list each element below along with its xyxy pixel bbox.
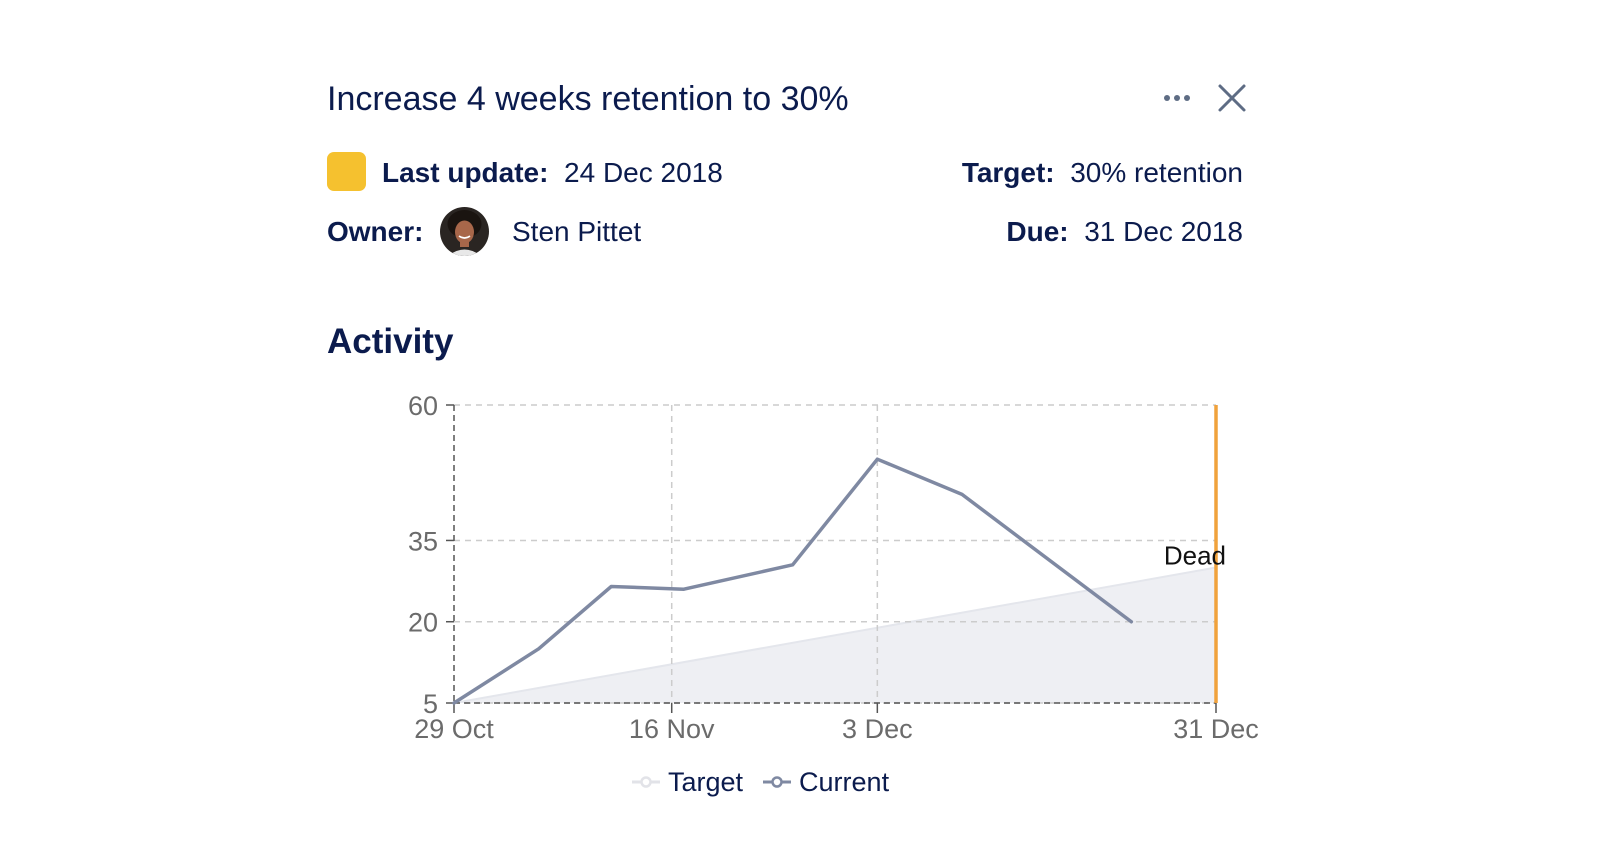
y-tick-label-5: 5 (423, 689, 438, 719)
current-point-1 (537, 647, 541, 651)
activity-title: Activity (327, 322, 454, 361)
page-title: Increase 4 weeks retention to 30% (327, 80, 849, 118)
owner-avatar-icon (440, 207, 489, 256)
avatar[interactable] (440, 207, 489, 256)
legend-target-label: Target (668, 767, 744, 797)
y-tick-label-20: 20 (408, 608, 438, 638)
due: Due: 31 Dec 2018 (1006, 214, 1243, 250)
x-tick-label-0: 29 Oct (414, 714, 494, 744)
last-update-label: Last update: (382, 157, 549, 188)
current-point-5 (875, 457, 879, 461)
current-point-6 (960, 492, 964, 496)
deadline-label: Dead (1164, 540, 1226, 570)
x-tick-label-2: 3 Dec (842, 714, 913, 744)
last-update: Last update: 24 Dec 2018 (382, 155, 723, 191)
x-tick-label-3: 31 Dec (1173, 714, 1259, 744)
current-point-7 (1129, 620, 1133, 624)
current-point-4 (791, 563, 795, 567)
owner-label-wrap: Owner: (327, 214, 423, 250)
owner-label: Owner: (327, 216, 424, 247)
close-button[interactable] (1214, 80, 1250, 116)
target-label: Target: (961, 157, 1055, 188)
due-label: Due: (1006, 216, 1069, 247)
close-icon (1218, 84, 1246, 112)
status-indicator (327, 152, 366, 191)
x-tick-label-1: 16 Nov (629, 714, 715, 744)
owner-name-wrap: Sten Pittet (512, 214, 641, 250)
ellipsis-icon (1164, 95, 1190, 101)
current-point-3 (682, 587, 686, 591)
legend-item-current[interactable]: Current (763, 765, 889, 799)
current-point-2 (609, 585, 613, 589)
legend-current-icon (763, 776, 792, 788)
current-point-0 (452, 701, 456, 705)
legend-item-target[interactable]: Target (632, 765, 743, 799)
owner-name[interactable]: Sten Pittet (512, 216, 642, 247)
y-tick-label-35: 35 (408, 526, 438, 556)
legend-target-icon (632, 776, 660, 788)
current-series-line (452, 457, 1134, 705)
chart-legend: Target Current (632, 765, 909, 799)
last-update-value: 24 Dec 2018 (564, 157, 723, 188)
due-value: 31 Dec 2018 (1084, 216, 1243, 247)
target: Target: 30% retention (962, 155, 1243, 191)
target-value: 30% retention (1070, 157, 1243, 188)
y-tick-label-60: 60 (408, 391, 438, 421)
legend-current-label: Current (799, 767, 890, 797)
more-options-button[interactable] (1158, 83, 1196, 113)
